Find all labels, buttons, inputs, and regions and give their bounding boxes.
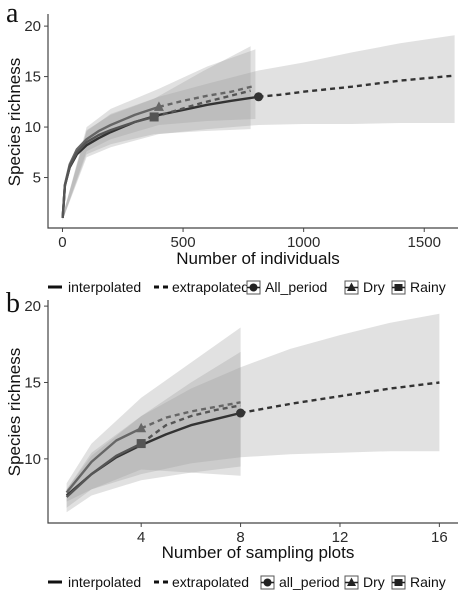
x-tick-label: 4	[137, 529, 145, 546]
panel-b: b 4 8 12 16 10 15 20 Number of sampling plots…	[5, 288, 458, 590]
panel-b-x-axis-title: Number of sampling plots	[162, 543, 355, 562]
panel-a-x-ticks: 0 500 1000 1500	[58, 228, 441, 251]
x-tick-label: 1500	[408, 234, 441, 251]
legend-key-rainy	[391, 575, 406, 590]
legend-triangle-marker	[347, 577, 356, 586]
observed-point-dry	[136, 422, 147, 433]
extrapolated-line-dry	[140, 401, 241, 430]
legend-square-marker	[394, 284, 403, 291]
legend-extrapolated-label: extrapolated	[172, 574, 249, 590]
observed-point-rainy	[149, 112, 159, 122]
x-tick-label: 8	[236, 529, 244, 546]
panel-b-label: b	[6, 288, 20, 319]
ci-band-rainy	[62, 46, 251, 220]
extrapolated-line-all-period	[240, 381, 440, 415]
panel-a-markers	[149, 92, 264, 122]
panel-b-confidence-bands	[66, 313, 440, 513]
observed-point-dry	[153, 101, 164, 111]
panel-a-y-axis-title: Species richness	[5, 58, 24, 187]
panel-b-series-lines	[65, 381, 440, 498]
panel-b-legend: interpolated extrapolated all_period Dry…	[48, 574, 446, 590]
y-tick-label: 10	[24, 119, 41, 136]
panel-a: a 0 500 1000 1500 5 10 15 20 Number of individ…	[5, 0, 458, 295]
ci-band-all-period	[66, 313, 440, 502]
ci-band-rainy	[66, 351, 241, 513]
legend-circle-marker	[263, 578, 272, 587]
legend-triangle-marker	[347, 282, 356, 291]
legend-series-rainy: Rainy	[410, 574, 446, 590]
observed-point-all-period	[236, 408, 246, 418]
x-tick-label: 12	[332, 529, 349, 546]
legend-key-rainy	[391, 280, 406, 295]
legend-extrapolated-label: extrapolated	[172, 279, 249, 295]
legend-key-all-period	[260, 575, 275, 590]
legend-series-dry: Dry	[363, 574, 385, 590]
x-tick-label: 16	[431, 529, 448, 546]
panel-b-axes	[47, 300, 458, 524]
x-tick-label: 0	[58, 234, 66, 251]
panel-a-series-lines	[61, 74, 455, 218]
panel-a-label: a	[6, 0, 19, 29]
panel-a-x-axis-title: Number of individuals	[176, 249, 339, 268]
legend-interpolated-label: interpolated	[68, 279, 141, 295]
y-tick-label: 5	[33, 170, 41, 187]
panel-b-x-ticks: 4 8 12 16	[137, 523, 448, 546]
y-tick-label: 15	[24, 374, 41, 391]
ci-band-dry	[62, 49, 256, 220]
legend-series-all-period: all_period	[279, 574, 340, 590]
observed-point-rainy	[136, 439, 146, 449]
observed-point-all-period	[254, 92, 264, 102]
extrapolated-line-dry	[158, 84, 256, 109]
y-tick-label: 20	[24, 298, 41, 315]
ci-band-all-period	[62, 35, 455, 220]
panel-a-y-ticks: 5 10 15 20	[24, 18, 48, 187]
extrapolated-line-rainy	[153, 89, 251, 119]
legend-key-all-period	[246, 280, 261, 295]
legend-series-dry: Dry	[363, 279, 385, 295]
x-tick-label: 500	[171, 234, 196, 251]
legend-interpolated-label: interpolated	[68, 574, 141, 590]
legend-key-dry	[344, 575, 359, 590]
panel-b-markers	[136, 408, 246, 449]
panel-b-y-ticks: 10 15 20	[24, 298, 48, 468]
interpolated-line-rainy	[65, 442, 142, 498]
legend-key-dry	[344, 280, 359, 295]
x-tick-label: 1000	[287, 234, 320, 251]
panel-a-legend: interpolated extrapolated All_period Dry…	[48, 279, 446, 295]
legend-series-rainy: Rainy	[410, 279, 446, 295]
legend-series-all-period: All_period	[265, 279, 327, 295]
y-tick-label: 10	[24, 451, 41, 468]
interpolated-line-rainy	[61, 115, 155, 218]
panel-a-confidence-bands	[62, 35, 455, 220]
y-tick-label: 20	[24, 18, 41, 35]
interpolated-line-dry	[65, 427, 142, 494]
extrapolated-line-rainy	[140, 404, 241, 445]
y-tick-label: 15	[24, 69, 41, 86]
legend-square-marker	[394, 579, 403, 586]
panel-b-y-axis-title: Species richness	[5, 348, 24, 477]
panel-a-axes	[47, 14, 458, 229]
legend-circle-marker	[249, 283, 258, 292]
